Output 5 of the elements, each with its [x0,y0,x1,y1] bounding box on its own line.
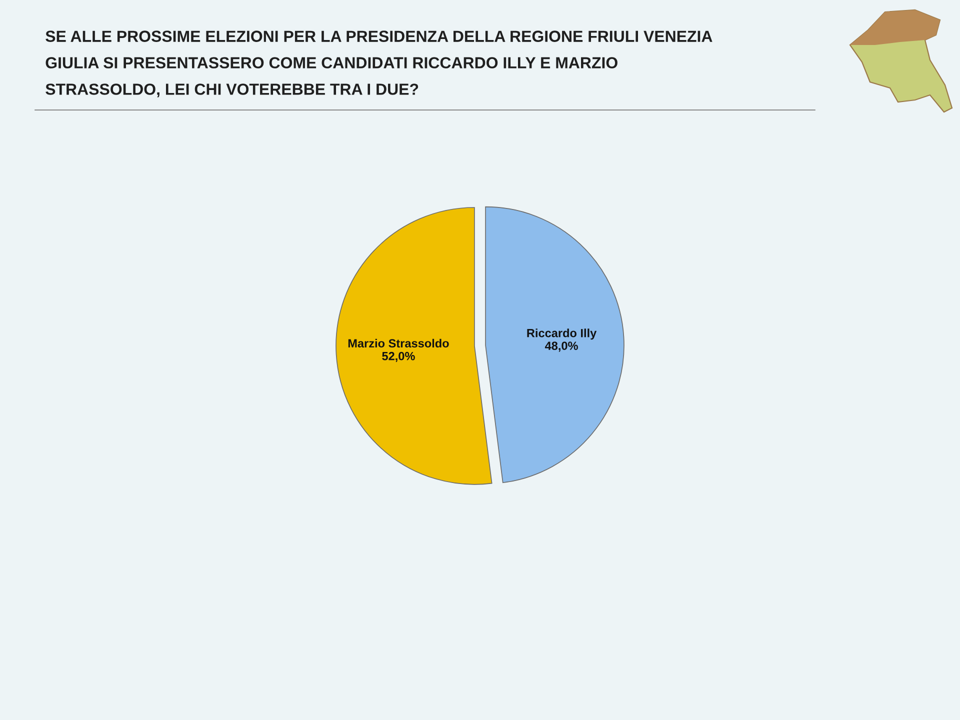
data-label: 52,0% [382,352,415,362]
slice-label: Marzio Strassoldo [348,338,449,348]
slice-label: Riccardo Illy [527,328,597,340]
chart-title: SE ALLE PROSSIME ELEZIONI PER LA PRESIDENZA DELLA REGIONE FRIULI VENEZIA GIULIA SI PRESENTASSERO COME CANDIDATI RICCARDO ILLY E MARZIO STRASSOLDO, LEI CHI VOTEREBBE TRA I DUE? [46,30,712,98]
data-label: 48,0% [544,342,578,352]
